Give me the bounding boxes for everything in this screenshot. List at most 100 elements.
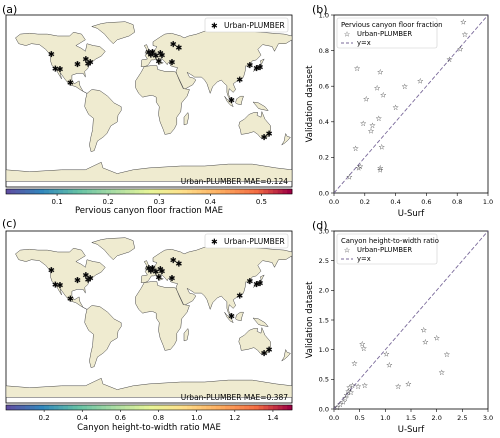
colorbar-segment [191, 189, 198, 194]
landmass [252, 317, 269, 327]
colorbar-segment [187, 189, 193, 194]
colorbar-segment [253, 189, 260, 194]
colorbar-segment [29, 405, 35, 410]
colorbar-segment [287, 405, 293, 410]
colorbar-segment [163, 189, 169, 194]
colorbar-segment [210, 189, 217, 194]
colorbar-segment [144, 405, 150, 410]
y-tick-label: 0.4 [319, 118, 329, 126]
data-point: ☆ [405, 380, 412, 389]
y-tick-label: 3.0 [319, 227, 329, 235]
landmass [90, 21, 135, 45]
colorbar-segment [153, 189, 159, 194]
land-a [6, 21, 292, 182]
colorbar-segment [272, 405, 279, 410]
landmass [252, 58, 265, 72]
landmass [224, 312, 234, 324]
colorbar-segment [72, 405, 78, 410]
colorbar-segment [72, 189, 78, 194]
legend-entry: y=x [357, 39, 371, 47]
colorbar-segment [253, 405, 260, 410]
colorbar-segment [106, 189, 112, 194]
colorbar-segment [125, 405, 131, 410]
site-marker: ✱ [85, 275, 92, 284]
site-marker: ✱ [146, 48, 153, 57]
map-legend-label-a: Urban-PLUMBER [224, 21, 285, 30]
landmass [140, 242, 292, 316]
x-tick-label: 0.6 [421, 198, 431, 206]
landmass [84, 89, 122, 152]
colorbar-tick-label: 0.4 [77, 414, 89, 422]
data-point: ☆ [374, 84, 381, 93]
colorbar-segment [82, 405, 88, 410]
data-point: ☆ [368, 126, 375, 135]
y-tick-label: 1.0 [319, 11, 329, 19]
colorbar-segment [20, 405, 26, 410]
colorbar-segment [91, 405, 97, 410]
colorbar-segment [67, 189, 74, 194]
data-point: ☆ [351, 359, 358, 368]
colorbar-segment [230, 405, 236, 410]
legend-box [336, 17, 438, 49]
colorbar-tick-label: 0.8 [153, 414, 164, 422]
colorbar-segment [187, 405, 193, 410]
x-tick-label: 3.0 [483, 414, 493, 422]
site-marker: ✱ [176, 44, 183, 53]
colorbar-tick-label: 0.1 [52, 198, 63, 206]
panel-label-a: (a) [2, 3, 17, 16]
colorbar-segment [249, 189, 255, 194]
site-marker: ✱ [261, 133, 268, 142]
colorbar-segment [282, 189, 288, 194]
site-marker: ✱ [257, 279, 264, 288]
site-marker: ✱ [52, 281, 59, 290]
colorbar-segment [106, 405, 112, 410]
colorbar-segment [101, 189, 107, 194]
scatter-d: 0.00.0 0.5 0.5 1.0 1.0 1.5 1.5 2.0 2.0 2.5 2.5 3.0 3… [305, 227, 493, 435]
colorbar-segment [15, 189, 21, 194]
colorbar-segment [129, 189, 136, 194]
colorbar-segment [172, 189, 178, 194]
colorbar-segment [139, 405, 145, 410]
colorbar-segment [96, 405, 102, 410]
landmass [6, 161, 292, 182]
colorbar-tick-label: 0.6 [115, 414, 127, 422]
colorbar-segment [63, 189, 69, 194]
landmass [6, 377, 292, 398]
site-marker: ✱ [157, 49, 164, 58]
x-tick-label: 0.5 [355, 414, 365, 422]
colorbar-segment [25, 189, 31, 194]
landmass [281, 348, 291, 362]
data-point: ☆ [346, 173, 353, 182]
map-legend-a: ✱ Urban-PLUMBER [204, 17, 289, 33]
colorbar-tick-label: 0.2 [39, 414, 50, 422]
colorbar-segment [87, 405, 93, 410]
site-marker: ✱ [147, 266, 154, 275]
colorbar-segment [230, 189, 236, 194]
data-point: ☆ [433, 333, 440, 342]
colorbar-segment [182, 405, 188, 410]
colorbar-segment [168, 189, 174, 194]
scatter-panel-height-width: (d) 0.00.0 0.5 0.5 1.0 1.0 1.5 1.5 2.0 2.0 2.5 2.5… [305, 219, 493, 435]
landmass [84, 305, 122, 368]
landmass [238, 326, 271, 355]
legend-box [336, 233, 438, 265]
landmass [143, 260, 152, 270]
colorbar-segment [282, 405, 288, 410]
site-marker: ✱ [169, 58, 176, 67]
landmass [281, 132, 291, 146]
site-marker: ✱ [85, 59, 92, 68]
colorbar-segment [201, 405, 207, 410]
site-marker: ✱ [74, 60, 81, 69]
panel-label-d: (d) [312, 219, 328, 232]
x-tick-label: 0.8 [452, 198, 462, 206]
data-point: ☆ [457, 44, 464, 53]
colorbar-segment [215, 405, 221, 410]
data-point: ☆ [343, 390, 350, 399]
data-point: ☆ [401, 82, 408, 91]
colorbar-segment [272, 189, 279, 194]
yx-reference-line [333, 230, 489, 410]
site-marker: ✱ [87, 274, 94, 283]
colorbar-segment [115, 405, 121, 410]
site-marker: ✱ [253, 64, 260, 73]
colorbar-segment [258, 405, 264, 410]
